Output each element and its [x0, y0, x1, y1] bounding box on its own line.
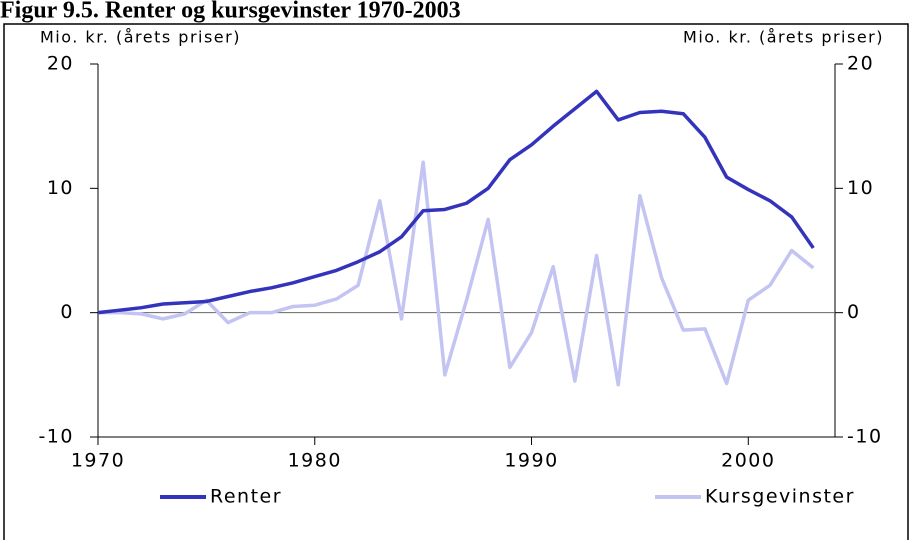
- y-tick-label: 0: [60, 301, 74, 323]
- legend-label: Kursgevinster: [705, 486, 855, 508]
- y2-axis-label: Mio. kr. (årets priser): [683, 28, 884, 47]
- x-tick-label: 2000: [721, 450, 775, 472]
- y-tick-label: 10: [47, 177, 74, 199]
- x-tick-label: 1970: [71, 450, 125, 472]
- legend-label: Renter: [210, 486, 282, 508]
- y2-tick-label: 20: [847, 53, 874, 75]
- chart-title: Figur 9.5. Renter og kursgevinster 1970-…: [0, 0, 461, 24]
- x-tick-label: 1980: [288, 450, 342, 472]
- x-tick-label: 1990: [504, 450, 558, 472]
- y2-tick-label: 10: [847, 177, 874, 199]
- y2-tick-label: 0: [847, 301, 861, 323]
- series-line: [97, 89, 815, 315]
- y-tick-label: 20: [47, 53, 74, 75]
- series-line: [98, 160, 815, 387]
- y-axis-label: Mio. kr. (årets priser): [40, 28, 241, 47]
- y-tick-label: -10: [38, 426, 74, 448]
- y2-tick-label: -10: [847, 426, 883, 448]
- chart-frame: [3, 23, 909, 540]
